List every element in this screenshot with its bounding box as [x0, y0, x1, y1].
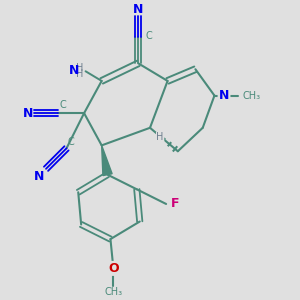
Text: H: H: [156, 132, 164, 142]
Text: N: N: [34, 170, 44, 183]
Text: C: C: [59, 100, 66, 110]
Text: F: F: [170, 197, 179, 211]
Polygon shape: [102, 146, 112, 176]
Text: N: N: [69, 64, 80, 77]
Text: CH₃: CH₃: [242, 91, 260, 100]
Text: C: C: [68, 137, 75, 147]
Text: N: N: [133, 4, 143, 16]
Text: N: N: [22, 107, 33, 120]
Text: CH₃: CH₃: [104, 287, 122, 297]
Text: C: C: [146, 31, 152, 40]
Text: O: O: [108, 262, 119, 275]
Text: H: H: [76, 63, 83, 73]
Text: N: N: [219, 89, 229, 102]
Text: H: H: [76, 69, 83, 79]
